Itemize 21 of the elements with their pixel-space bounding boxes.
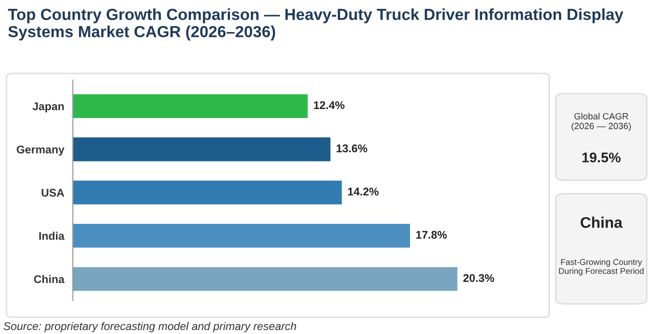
chart-title: Top Country Growth Comparison — Heavy-Duty Truck Driver Information Display Systems Market CAGR (2026–2036) <box>8 8 624 40</box>
text: 19.5% <box>582 152 621 162</box>
text: Global CAGR (2026 — 2036) <box>572 112 631 131</box>
data-label: 14.2% <box>348 188 379 196</box>
y-tick-label: India <box>39 232 65 240</box>
bar <box>72 137 330 162</box>
bar <box>72 94 308 118</box>
bar <box>72 180 342 204</box>
text: Fast-Growing Country During Forecast Period <box>559 258 644 276</box>
text: China <box>580 216 623 228</box>
y-tick-label: Japan <box>32 102 64 112</box>
y-tick-label: China <box>34 274 65 284</box>
bar <box>72 224 410 248</box>
bar <box>72 267 458 291</box>
y-tick-label: Germany <box>16 146 64 156</box>
data-label: 20.3% <box>463 274 494 282</box>
source-note: Source: proprietary forecasting model and primary research <box>4 322 296 332</box>
data-label: 12.4% <box>314 101 344 110</box>
data-label: 17.8% <box>416 230 447 239</box>
data-label: 13.6% <box>336 144 368 152</box>
y-tick-label: USA <box>42 188 64 197</box>
